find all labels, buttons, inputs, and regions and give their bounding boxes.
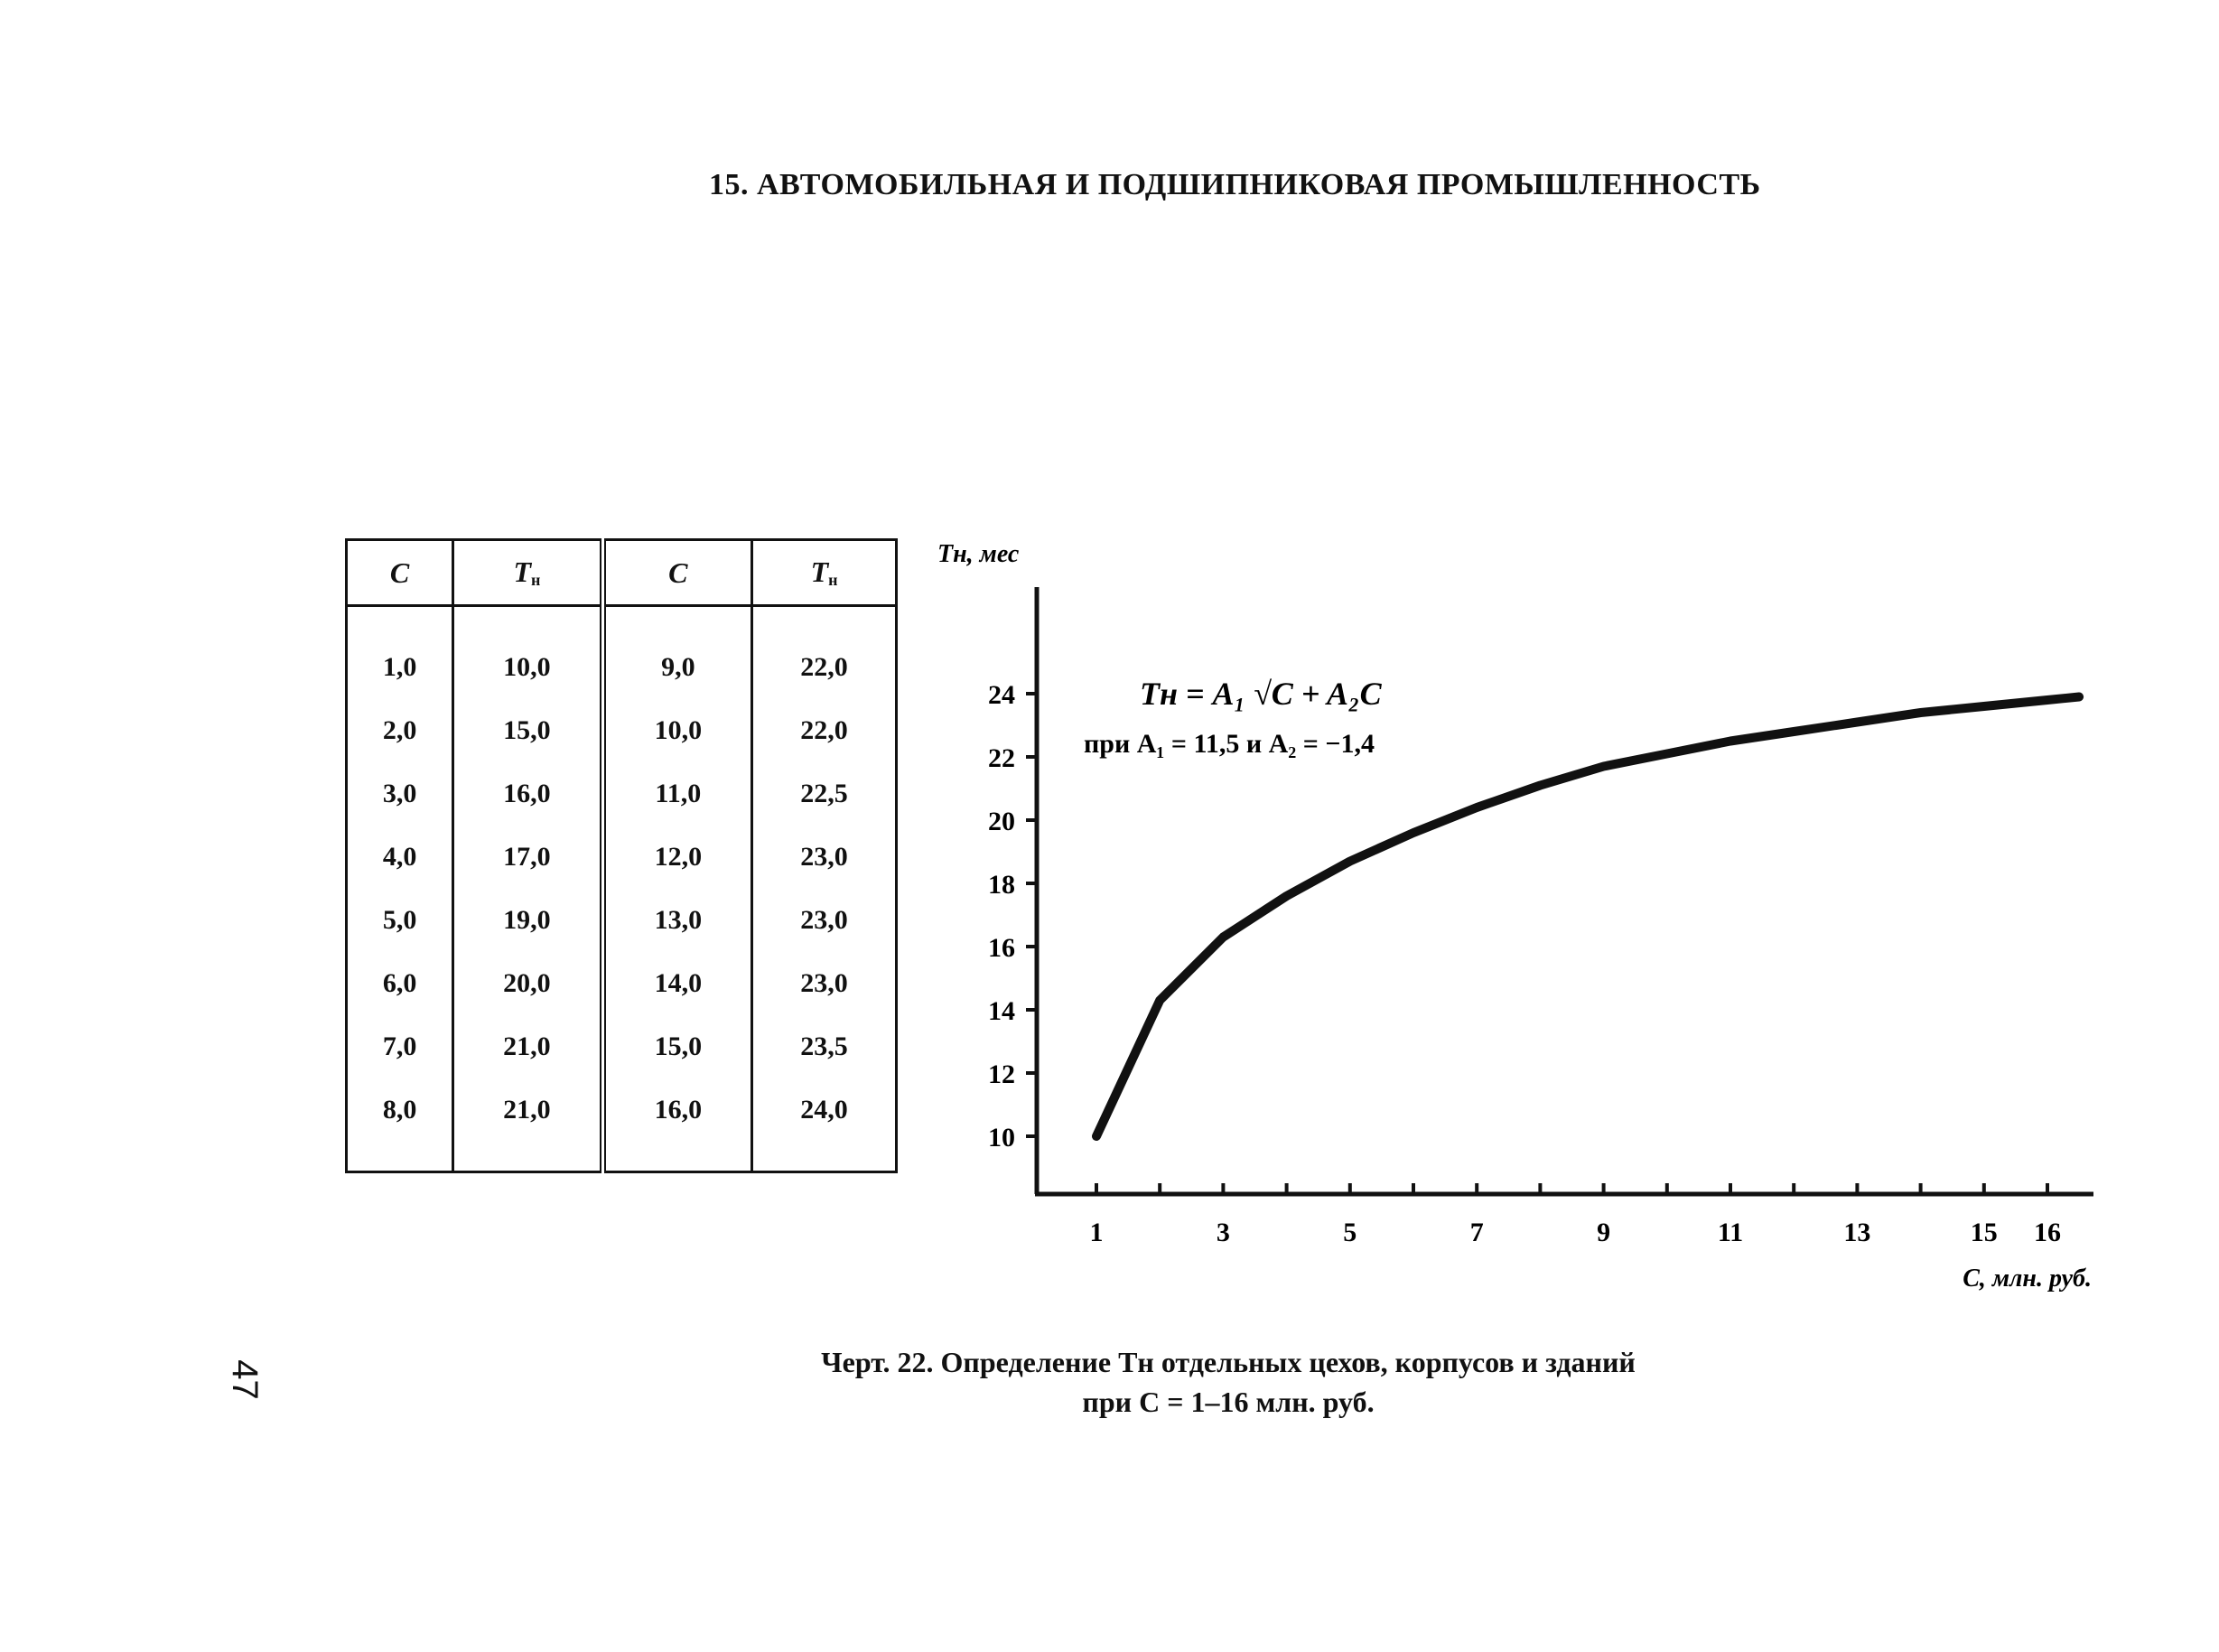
table-cell: 24,0 (751, 1078, 897, 1142)
table-cell: 10,0 (599, 699, 752, 762)
table-cell: 17,0 (452, 826, 603, 889)
table-cell: 22,5 (751, 762, 897, 826)
x-axis-label: C, млн. руб. (1963, 1265, 2092, 1293)
column-header-t2: Tн (751, 539, 897, 607)
table-cell: 3,0 (344, 762, 453, 826)
x-tick-label: 13 (1843, 1218, 1870, 1247)
table-cell: 6,0 (344, 952, 453, 1015)
y-tick-label: 10 (988, 1123, 1015, 1153)
formula-line-2: при A₁ = 11,5 и A₂ = −1,4 (1084, 729, 1375, 759)
x-tick-label: 5 (1343, 1218, 1357, 1247)
table-cell: 16,0 (599, 1078, 752, 1142)
x-tick-label: 15 (1971, 1218, 1998, 1247)
table-cell: 21,0 (452, 1078, 603, 1142)
series-line (1092, 692, 2084, 1141)
x-tick-label: 16 (2034, 1218, 2061, 1247)
table-row: 8,0 21,0 16,0 24,0 (344, 1078, 897, 1142)
table-row: 3,0 16,0 11,0 22,5 (344, 762, 897, 826)
table-cell: 13,0 (599, 889, 752, 952)
x-tick-label: 3 (1217, 1218, 1230, 1247)
table-cell: 21,0 (452, 1015, 603, 1078)
caption-line-2: при C = 1–16 млн. руб. (1082, 1386, 1375, 1418)
table-cell: 8,0 (344, 1078, 453, 1142)
y-tick-label: 20 (988, 807, 1015, 836)
page-number: 47 (224, 1359, 265, 1400)
table-cell: 23,5 (751, 1015, 897, 1078)
y-tick-label: 24 (988, 680, 1015, 710)
y-tick-label: 18 (988, 870, 1015, 900)
table-row: 5,0 19,0 13,0 23,0 (344, 889, 897, 952)
table-header-row: C Tн C Tн (344, 539, 897, 607)
y-tick-label: 16 (988, 933, 1015, 963)
column-header-t1: Tн (452, 539, 603, 607)
table-cell: 11,0 (599, 762, 752, 826)
table-cell: 20,0 (452, 952, 603, 1015)
table-row: 2,0 15,0 10,0 22,0 (344, 699, 897, 762)
table-cell: 15,0 (599, 1015, 752, 1078)
data-table: C Tн C Tн 1,0 10,0 9,0 22,0 2,0 15,0 10,0 22,0 3… (344, 538, 898, 1173)
column-header-c1: C (344, 539, 453, 607)
table-cell: 2,0 (344, 699, 453, 762)
y-tick-label: 14 (988, 996, 1015, 1026)
table-cell: 12,0 (599, 826, 752, 889)
section-heading: 15. АВТОМОБИЛЬНАЯ И ПОДШИПНИКОВАЯ ПРОМЫШ… (709, 168, 1761, 201)
table-cell: 9,0 (599, 636, 752, 699)
x-tick-label: 1 (1090, 1218, 1104, 1247)
table-row: 7,0 21,0 15,0 23,5 (344, 1015, 897, 1078)
x-tick-label: 7 (1470, 1218, 1484, 1247)
table-cell: 23,0 (751, 952, 897, 1015)
y-tick-label: 12 (988, 1059, 1015, 1089)
table-cell: 22,0 (751, 699, 897, 762)
table-cell: 1,0 (344, 636, 453, 699)
table-cell: 22,0 (751, 636, 897, 699)
table-row: 6,0 20,0 14,0 23,0 (344, 952, 897, 1015)
table-cell: 5,0 (344, 889, 453, 952)
table-cell: 15,0 (452, 699, 603, 762)
table-cell: 4,0 (344, 826, 453, 889)
table-cell: 16,0 (452, 762, 603, 826)
caption-line-1: Черт. 22. Определение Tн отдельных цехов… (821, 1346, 1636, 1378)
table-cell: 10,0 (452, 636, 603, 699)
x-tick-label: 11 (1718, 1218, 1743, 1247)
chart-axes (1034, 587, 2093, 1197)
table-cell: 14,0 (599, 952, 752, 1015)
table-cell: 23,0 (751, 826, 897, 889)
table-row: 1,0 10,0 9,0 22,0 (344, 636, 897, 699)
table-cell: 7,0 (344, 1015, 453, 1078)
x-tick-label: 9 (1597, 1218, 1610, 1247)
y-axis-label: Tн, мес (937, 540, 1020, 568)
figure-caption: Черт. 22. Определение Tн отдельных цехов… (632, 1342, 1824, 1422)
y-tick-label: 22 (988, 743, 1015, 773)
formula-line-1: Tн = A₁ √C + A₂C (1140, 676, 1383, 712)
table-row: 4,0 17,0 12,0 23,0 (344, 826, 897, 889)
table-cell: 23,0 (751, 889, 897, 952)
table-cell: 19,0 (452, 889, 603, 952)
table-body: 1,0 10,0 9,0 22,0 2,0 15,0 10,0 22,0 3,0 16,0 11,0… (344, 605, 897, 1172)
column-header-c2: C (599, 539, 752, 607)
